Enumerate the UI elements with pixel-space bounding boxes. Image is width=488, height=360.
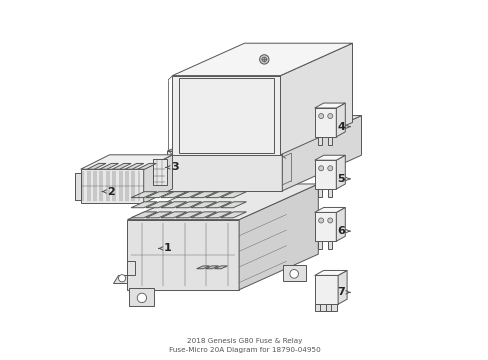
Polygon shape xyxy=(146,212,172,218)
Polygon shape xyxy=(152,159,167,185)
Circle shape xyxy=(318,113,323,118)
Polygon shape xyxy=(314,160,336,189)
Polygon shape xyxy=(161,212,186,218)
Circle shape xyxy=(137,293,146,302)
Polygon shape xyxy=(280,43,352,155)
Polygon shape xyxy=(176,212,202,218)
Polygon shape xyxy=(317,137,322,145)
Polygon shape xyxy=(176,192,202,198)
Circle shape xyxy=(318,166,323,171)
Polygon shape xyxy=(205,192,231,198)
Polygon shape xyxy=(314,103,345,108)
Polygon shape xyxy=(113,261,134,283)
Polygon shape xyxy=(100,163,118,169)
Polygon shape xyxy=(167,151,282,191)
Polygon shape xyxy=(75,173,81,200)
Circle shape xyxy=(262,57,266,62)
Polygon shape xyxy=(336,103,345,137)
Polygon shape xyxy=(81,155,172,169)
Polygon shape xyxy=(327,241,332,249)
Circle shape xyxy=(327,113,332,118)
Polygon shape xyxy=(205,266,218,269)
Polygon shape xyxy=(314,108,336,137)
Polygon shape xyxy=(190,212,216,218)
Polygon shape xyxy=(190,202,216,208)
Polygon shape xyxy=(325,304,331,311)
Circle shape xyxy=(327,166,332,171)
Text: 4: 4 xyxy=(336,122,344,132)
Polygon shape xyxy=(161,192,186,198)
Polygon shape xyxy=(87,163,106,169)
Polygon shape xyxy=(220,192,246,198)
Polygon shape xyxy=(127,184,318,220)
Polygon shape xyxy=(336,207,345,241)
Polygon shape xyxy=(196,266,209,269)
Polygon shape xyxy=(314,155,345,160)
Text: 6: 6 xyxy=(336,226,344,236)
Polygon shape xyxy=(314,275,337,304)
Polygon shape xyxy=(214,266,227,269)
Polygon shape xyxy=(143,155,172,203)
Polygon shape xyxy=(282,265,305,281)
Polygon shape xyxy=(331,304,337,311)
Polygon shape xyxy=(112,163,131,169)
Polygon shape xyxy=(205,212,231,218)
Circle shape xyxy=(289,270,298,278)
Polygon shape xyxy=(327,137,332,145)
Text: 2: 2 xyxy=(107,186,115,197)
Text: 5: 5 xyxy=(337,174,344,184)
Circle shape xyxy=(318,218,323,223)
Polygon shape xyxy=(161,202,186,208)
Circle shape xyxy=(259,55,268,64)
Polygon shape xyxy=(239,184,318,290)
Polygon shape xyxy=(314,270,346,275)
Polygon shape xyxy=(314,207,345,212)
Polygon shape xyxy=(137,163,156,169)
Polygon shape xyxy=(129,288,154,306)
Text: 7: 7 xyxy=(336,287,344,297)
Polygon shape xyxy=(172,76,280,155)
Polygon shape xyxy=(176,202,202,208)
Text: 3: 3 xyxy=(171,162,179,172)
Circle shape xyxy=(327,218,332,223)
Polygon shape xyxy=(205,202,231,208)
Polygon shape xyxy=(81,169,143,203)
Polygon shape xyxy=(146,202,172,208)
Polygon shape xyxy=(314,212,336,241)
Polygon shape xyxy=(127,220,239,290)
Polygon shape xyxy=(317,189,322,197)
Polygon shape xyxy=(131,212,157,218)
Text: 2018 Genesis G80 Fuse & Relay
Fuse-Micro 20A Diagram for 18790-04950: 2018 Genesis G80 Fuse & Relay Fuse-Micro… xyxy=(168,338,320,353)
Polygon shape xyxy=(167,116,361,151)
Polygon shape xyxy=(327,189,332,197)
Polygon shape xyxy=(314,304,320,311)
Polygon shape xyxy=(125,163,143,169)
Polygon shape xyxy=(282,116,361,191)
Polygon shape xyxy=(337,270,346,304)
Circle shape xyxy=(118,275,125,282)
Polygon shape xyxy=(220,212,246,218)
Polygon shape xyxy=(220,202,246,208)
Polygon shape xyxy=(317,241,322,249)
Polygon shape xyxy=(146,192,172,198)
Polygon shape xyxy=(131,202,157,208)
Polygon shape xyxy=(131,192,157,198)
Text: 1: 1 xyxy=(163,243,171,253)
Polygon shape xyxy=(172,43,352,76)
Polygon shape xyxy=(190,192,216,198)
Polygon shape xyxy=(320,304,325,311)
Polygon shape xyxy=(336,155,345,189)
